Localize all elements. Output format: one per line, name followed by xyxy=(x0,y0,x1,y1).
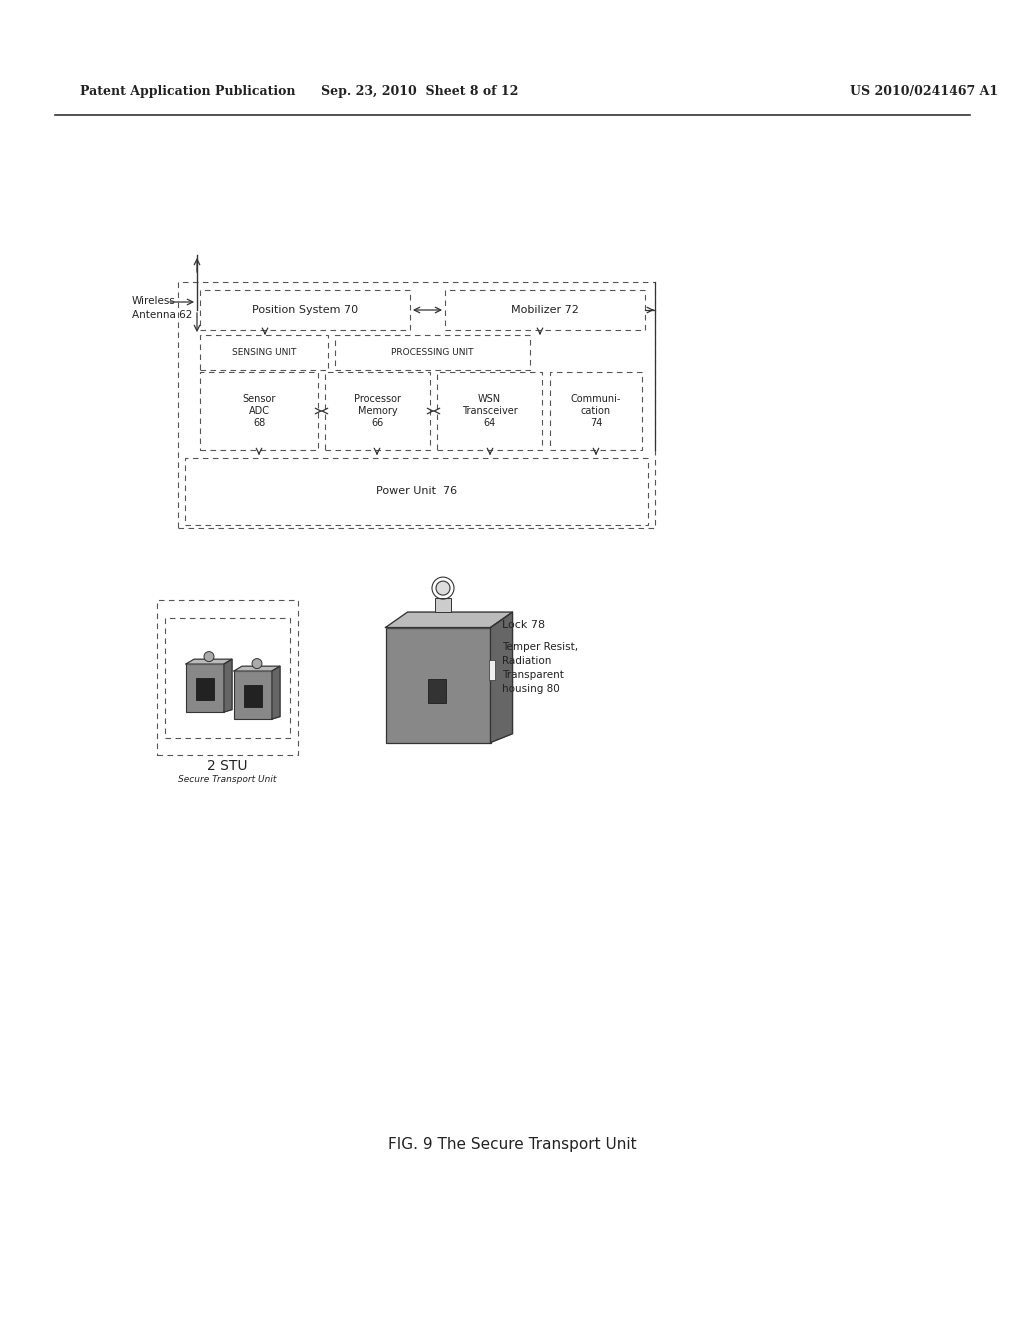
Text: PROCESSING UNIT: PROCESSING UNIT xyxy=(391,348,474,356)
Bar xyxy=(325,372,430,450)
Circle shape xyxy=(204,652,214,661)
Text: Temper Resist,
Radiation
Transparent
housing 80: Temper Resist, Radiation Transparent hou… xyxy=(502,642,579,694)
Text: Secure Transport Unit: Secure Transport Unit xyxy=(178,776,276,784)
Bar xyxy=(244,685,262,708)
Polygon shape xyxy=(272,667,280,719)
Bar xyxy=(385,627,490,742)
Text: Sensor
ADC
68: Sensor ADC 68 xyxy=(243,393,275,429)
Text: Sep. 23, 2010  Sheet 8 of 12: Sep. 23, 2010 Sheet 8 of 12 xyxy=(322,86,519,99)
Text: Patent Application Publication: Patent Application Publication xyxy=(80,86,296,99)
Text: FIG. 9 The Secure Transport Unit: FIG. 9 The Secure Transport Unit xyxy=(388,1138,636,1152)
Bar xyxy=(178,282,655,528)
Bar xyxy=(200,372,318,450)
Text: Communi-
cation
74: Communi- cation 74 xyxy=(570,393,622,429)
Text: SENSING UNIT: SENSING UNIT xyxy=(231,348,296,356)
Bar xyxy=(445,290,645,330)
Polygon shape xyxy=(234,667,280,671)
Bar xyxy=(196,678,214,700)
Text: Processor
Memory
66: Processor Memory 66 xyxy=(354,393,401,429)
Bar xyxy=(488,660,495,680)
Text: US 2010/0241467 A1: US 2010/0241467 A1 xyxy=(850,86,998,99)
Bar xyxy=(234,671,272,719)
Circle shape xyxy=(436,581,450,595)
Bar xyxy=(550,372,642,450)
Circle shape xyxy=(252,659,262,669)
Text: Mobilizer 72: Mobilizer 72 xyxy=(511,305,579,315)
Bar xyxy=(437,372,542,450)
Polygon shape xyxy=(490,612,512,742)
Bar xyxy=(435,598,451,612)
Polygon shape xyxy=(186,659,232,664)
Bar xyxy=(185,458,648,525)
Text: Power Unit  76: Power Unit 76 xyxy=(376,487,457,496)
Text: WSN
Transceiver
64: WSN Transceiver 64 xyxy=(462,393,517,429)
Text: 2 STU: 2 STU xyxy=(207,759,247,774)
Bar xyxy=(186,664,224,711)
Bar xyxy=(428,678,446,704)
Text: Position System 70: Position System 70 xyxy=(252,305,358,315)
Polygon shape xyxy=(385,612,512,627)
Bar xyxy=(335,335,530,370)
Bar xyxy=(200,335,328,370)
Text: Wireless
Antenna 62: Wireless Antenna 62 xyxy=(132,297,193,319)
Polygon shape xyxy=(224,659,232,711)
Bar xyxy=(157,601,298,755)
Bar xyxy=(200,290,410,330)
Text: Lock 78: Lock 78 xyxy=(502,620,545,630)
Bar xyxy=(165,618,290,738)
